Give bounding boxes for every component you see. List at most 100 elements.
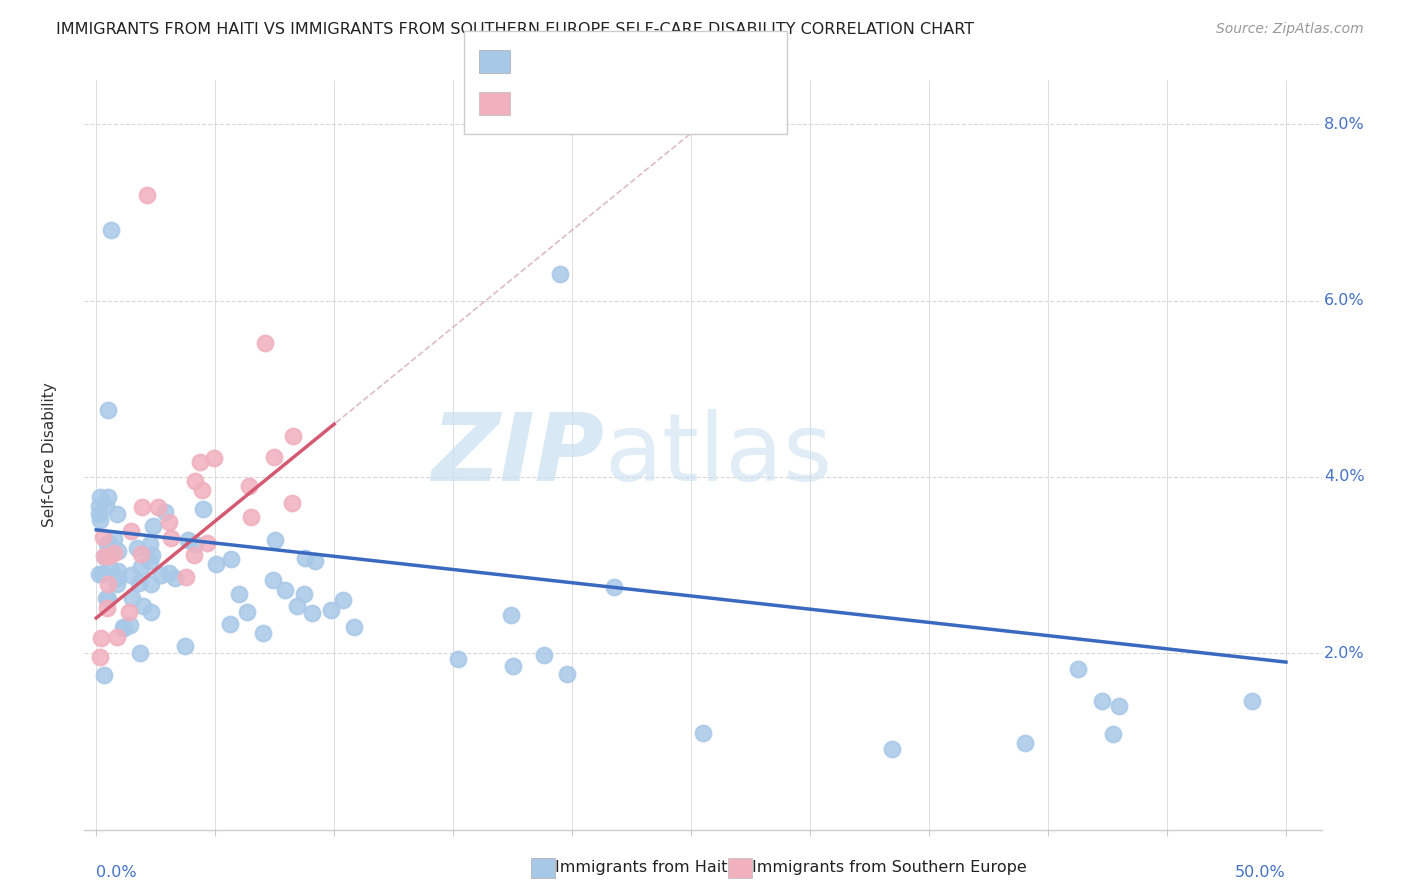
Point [332,593,354,607]
Point [146,500,169,514]
Point [128,575,150,590]
Point [195,536,218,550]
Point [274,582,297,597]
Text: Self-Care Disability: Self-Care Disability [42,383,58,527]
Point [97,592,120,607]
Point [1014,736,1036,750]
Point [89,513,111,527]
Point [107,565,129,579]
Point [96,499,118,513]
Point [159,566,181,580]
Point [112,620,135,634]
Point [446,652,468,666]
Point [97,402,120,417]
Point [98,561,121,575]
Point [183,548,205,562]
Point [219,616,242,631]
Point [105,576,128,591]
Point [159,531,181,545]
Point [129,646,152,660]
Point [285,599,308,613]
Point [184,474,207,488]
Point [228,587,250,601]
Point [97,490,120,504]
Point [252,626,274,640]
Text: 6.0%: 6.0% [1324,293,1365,308]
Point [205,558,228,572]
Text: R =: R = [513,95,554,112]
Text: 79: 79 [654,53,678,70]
Point [120,524,142,538]
Point [692,725,714,739]
Point [1240,694,1263,708]
Point [548,267,571,281]
Point [163,571,186,585]
Point [533,648,555,662]
Point [107,543,129,558]
Point [294,551,316,566]
Point [112,621,135,635]
Point [183,537,205,551]
Point [603,580,626,594]
Point [96,537,118,551]
Text: N =: N = [619,95,655,112]
Point [87,567,110,582]
Point [177,533,200,547]
Text: R =: R = [513,53,550,70]
Point [97,577,120,591]
Point [121,591,143,605]
Point [118,617,141,632]
Point [264,533,287,547]
Point [125,541,148,556]
Point [100,223,122,237]
Text: 0.0%: 0.0% [96,865,136,880]
Point [103,533,125,547]
Text: N =: N = [619,53,655,70]
Point [555,667,578,681]
Point [188,455,211,469]
Text: Immigrants from Haiti: Immigrants from Haiti [555,861,733,875]
Text: atlas: atlas [605,409,832,501]
Point [91,530,114,544]
Point [882,741,904,756]
Point [87,499,110,513]
Point [139,605,162,619]
Point [105,507,128,521]
Point [343,620,366,634]
Point [93,549,115,564]
Text: Immigrants from Southern Europe: Immigrants from Southern Europe [752,861,1026,875]
Point [499,608,522,623]
Point [283,428,305,442]
Point [96,600,118,615]
Text: 50.0%: 50.0% [1236,865,1286,880]
Point [129,547,152,561]
Point [1108,699,1130,714]
Point [239,509,262,524]
Point [96,591,118,605]
Point [91,566,114,581]
Point [502,658,524,673]
Point [1102,727,1125,741]
Point [1067,662,1090,676]
Point [105,630,128,644]
Point [135,187,157,202]
Point [253,335,276,350]
Point [89,650,111,665]
Text: 4.0%: 4.0% [1324,469,1365,484]
Point [153,505,176,519]
Point [87,507,110,521]
Point [103,546,125,560]
Point [100,537,122,551]
Point [94,549,117,564]
Text: Source: ZipAtlas.com: Source: ZipAtlas.com [1216,22,1364,37]
Point [149,568,172,582]
Point [120,568,142,582]
Point [301,606,323,620]
Point [89,490,111,504]
Point [191,502,214,516]
Point [280,496,302,510]
Text: ZIP: ZIP [432,409,605,501]
Point [221,552,243,566]
Point [174,639,197,653]
Point [236,605,259,619]
